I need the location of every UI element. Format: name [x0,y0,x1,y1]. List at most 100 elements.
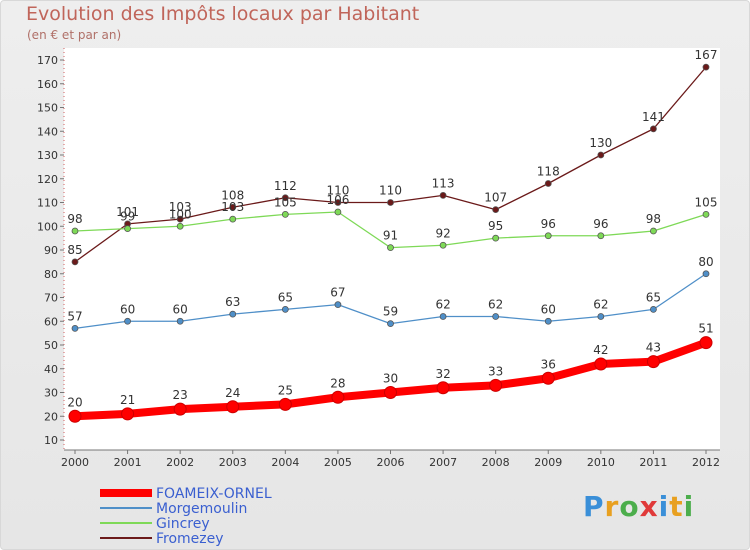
data-point [121,407,135,421]
legend-label: Morgemoulin [156,501,247,517]
data-point [71,258,79,266]
x-tick-label: 2008 [482,456,510,469]
data-point [702,270,710,278]
x-tick-label: 2002 [166,456,194,469]
x-tick-label: 2003 [219,456,247,469]
data-label: 96 [541,217,556,231]
y-tick-label: 140 [37,125,58,138]
x-tick-label: 2011 [639,456,667,469]
data-point [544,232,552,240]
data-label: 43 [646,341,661,355]
data-label: 96 [593,217,608,231]
data-point [229,215,237,223]
data-label: 108 [221,188,244,202]
data-label: 85 [67,243,82,257]
data-label: 103 [169,200,192,214]
data-point [229,310,237,318]
y-tick-label: 90 [44,244,58,257]
data-point [334,301,342,309]
y-tick-label: 130 [37,149,58,162]
logo-letter: r [604,490,620,523]
data-point [597,151,605,159]
y-tick-label: 160 [37,78,58,91]
data-point [646,355,660,369]
y-tick-label: 40 [44,363,58,376]
x-tick-label: 2007 [429,456,457,469]
data-label: 28 [330,376,345,390]
data-label: 103 [221,200,244,214]
data-label: 62 [435,298,450,312]
data-point [124,225,131,233]
y-tick-label: 150 [37,102,58,115]
data-label: 60 [120,302,135,316]
data-point [71,324,79,332]
x-tick-label: 2001 [114,456,142,469]
data-label: 92 [435,226,450,240]
data-point [281,210,289,218]
y-tick-label: 10 [44,434,58,447]
data-label: 42 [593,343,608,357]
data-label: 51 [698,322,713,336]
proxiti-logo: Proxiti [583,490,694,523]
data-label: 59 [383,305,398,319]
y-tick-label: 170 [37,54,58,67]
data-label: 100 [169,207,192,221]
y-tick-label: 100 [37,220,58,233]
data-point [489,378,503,392]
data-point [173,402,187,416]
data-label: 33 [488,364,503,378]
x-tick-label: 2006 [377,456,405,469]
data-point [594,357,608,371]
data-point [439,241,447,249]
data-label: 80 [698,255,713,269]
data-point [384,386,397,399]
data-label: 105 [695,195,718,209]
chart-subtitle: (en € et par an) [27,28,122,42]
data-point [124,317,131,325]
data-point [436,381,450,395]
legend-label: Fromezey [156,531,224,547]
logo-letter: i [658,490,670,523]
data-label: 20 [67,395,82,409]
x-tick-label: 2009 [534,456,562,469]
data-point [597,232,605,240]
data-label: 99 [120,210,135,224]
data-label: 62 [488,298,503,312]
data-point [492,234,500,242]
data-label: 65 [646,290,661,304]
data-label: 113 [432,176,455,190]
y-tick-label: 120 [37,173,58,186]
data-label: 98 [67,212,82,226]
data-point [229,203,237,211]
data-point [439,191,447,199]
data-point [176,317,184,325]
x-tick-label: 2005 [324,456,352,469]
data-label: 106 [326,193,349,207]
logo-letter: o [619,490,640,523]
data-label: 62 [593,298,608,312]
data-label: 110 [326,184,349,198]
data-point [278,397,292,411]
data-point [650,227,657,235]
data-label: 30 [383,372,398,386]
data-point [541,371,555,385]
data-label: 105 [274,195,297,209]
data-point [387,199,394,206]
data-label: 167 [695,48,718,62]
data-point [597,313,605,320]
data-point [334,208,342,216]
data-label: 67 [330,286,345,300]
data-point [281,194,289,202]
data-point [650,125,657,133]
data-label: 107 [484,191,507,205]
y-tick-label: 50 [44,339,58,352]
logo-letter: t [669,490,684,523]
legend-label: FOAMEIX-ORNEL [156,486,272,502]
data-label: 65 [278,290,293,304]
data-label: 101 [116,205,139,219]
data-point [699,336,713,350]
x-tick-label: 2010 [587,456,615,469]
data-label: 60 [173,302,188,316]
y-tick-label: 80 [44,268,58,281]
data-point [702,63,710,71]
